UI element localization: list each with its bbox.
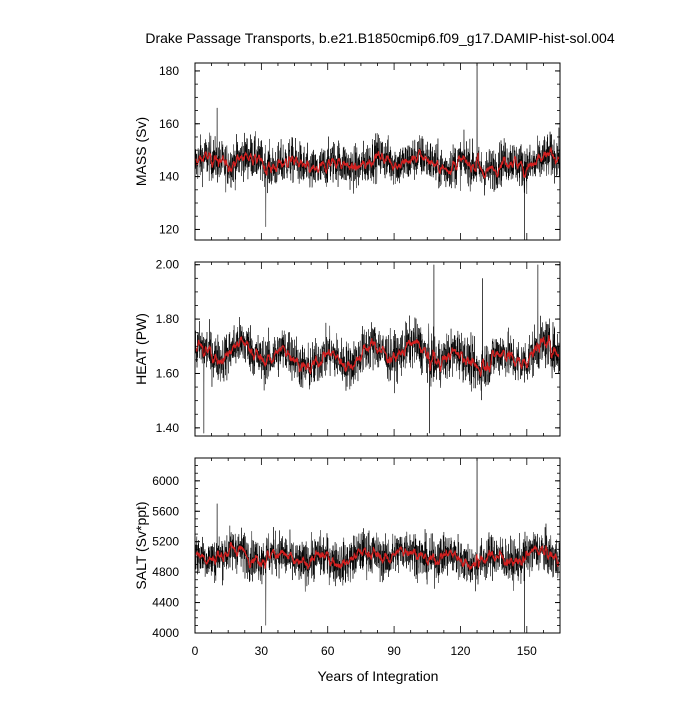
smoothed-series-line xyxy=(195,334,560,377)
x-tick-label: 30 xyxy=(255,644,269,658)
raw-series-line xyxy=(194,457,561,633)
y-tick-label: 1.40 xyxy=(156,421,180,435)
x-axis-label: Years of Integration xyxy=(318,668,439,684)
x-tick-label: 90 xyxy=(387,644,401,658)
y-axis-label: MASS (Sv) xyxy=(133,117,149,186)
y-tick-label: 4400 xyxy=(152,596,179,610)
y-tick-label: 6000 xyxy=(152,474,179,488)
y-tick-label: 4800 xyxy=(152,565,179,579)
x-tick-label: 150 xyxy=(517,644,537,658)
smoothed-series-line xyxy=(195,146,560,180)
x-tick-label: 0 xyxy=(192,644,199,658)
y-tick-label: 5600 xyxy=(152,504,179,518)
chart-title: Drake Passage Transports, b.e21.B1850cmi… xyxy=(145,30,615,46)
y-axis-label: SALT (Sv*ppt) xyxy=(133,501,149,589)
x-tick-label: 120 xyxy=(450,644,470,658)
smoothed-series-line xyxy=(195,541,560,570)
y-tick-label: 1.60 xyxy=(156,366,180,380)
panel-frame xyxy=(194,457,561,634)
panel-2: 1.40 1.60 1.80 2.00 HEAT (PW) xyxy=(133,258,561,437)
y-tick-label: 180 xyxy=(159,64,179,78)
y-axis-label: HEAT (PW) xyxy=(133,313,149,385)
panel-1: 120 140 160 180 MASS (Sv) xyxy=(133,62,561,241)
raw-series-line xyxy=(194,62,561,241)
y-tick-label: 5200 xyxy=(152,535,179,549)
y-tick-label: 2.00 xyxy=(156,258,180,272)
y-tick-label: 140 xyxy=(159,170,179,184)
y-tick-label: 120 xyxy=(159,222,179,236)
x-tick-label: 60 xyxy=(321,644,335,658)
y-tick-label: 4000 xyxy=(152,626,179,640)
y-tick-label: 1.80 xyxy=(156,312,180,326)
y-tick-label: 160 xyxy=(159,117,179,131)
